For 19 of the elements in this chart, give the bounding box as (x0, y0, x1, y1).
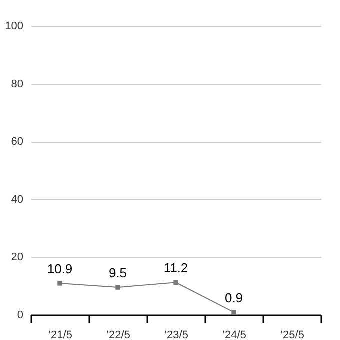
data-label: 0.9 (224, 290, 244, 306)
y-tick-label: 100 (5, 20, 24, 32)
data-label: 11.2 (164, 260, 188, 276)
x-tick-label: ’21/5 (48, 330, 72, 340)
point (174, 280, 178, 285)
point (116, 285, 120, 290)
y-tick-label: 80 (11, 78, 24, 90)
x-tick-label: ’24/5 (222, 330, 246, 340)
point (232, 310, 236, 315)
y-tick-label: 0 (17, 310, 24, 322)
x-tick-label: ’25/5 (280, 330, 304, 340)
y-tick-label: 60 (11, 136, 24, 148)
x-tick-label: ’22/5 (106, 330, 130, 340)
data-label: 10.9 (47, 262, 73, 276)
point (58, 281, 62, 286)
y-tick-label: 20 (11, 252, 24, 264)
data-label: 9.5 (108, 266, 128, 281)
x-tick-label: ’23/5 (164, 330, 188, 340)
y-tick-label: 40 (11, 194, 24, 206)
